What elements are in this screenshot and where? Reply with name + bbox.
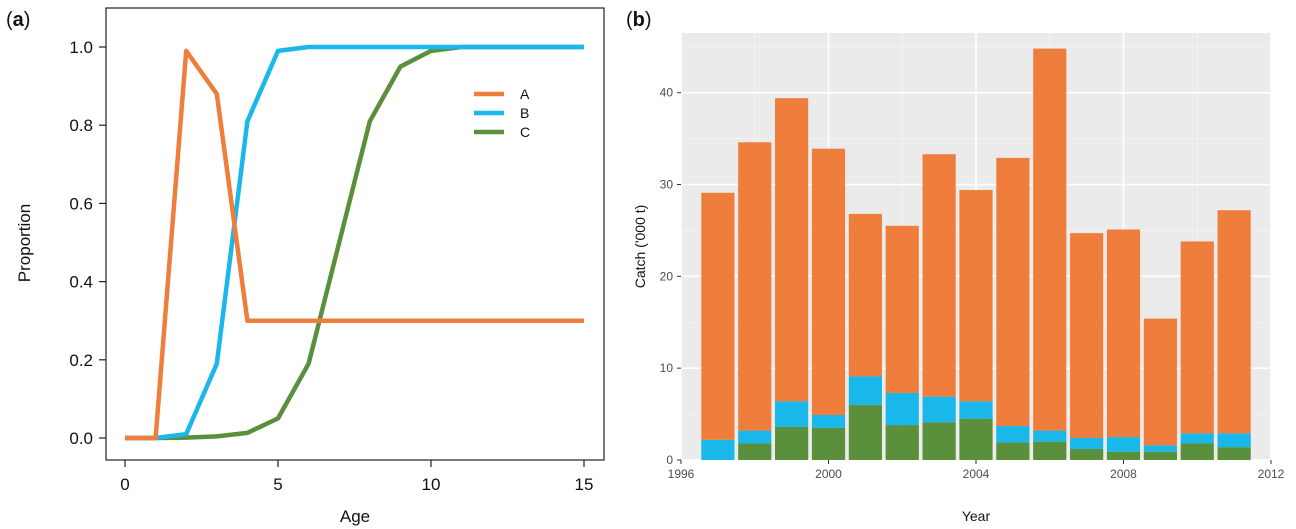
y-tick-label: 10 bbox=[660, 361, 674, 375]
panel-a-letter: (a) bbox=[6, 9, 30, 31]
panel-b-letter-text: b bbox=[633, 9, 645, 31]
chart-b-y-axis-title: Catch ('000 t) bbox=[632, 205, 648, 289]
bar-segment-2000-2 bbox=[811, 148, 846, 416]
x-tick-label: 2004 bbox=[963, 467, 990, 481]
bar-segment-2007-2 bbox=[1070, 233, 1104, 438]
bar-segment-1997-1 bbox=[701, 439, 735, 460]
chart-b-x-axis-title: Year bbox=[962, 508, 991, 524]
bar-segment-2011-0 bbox=[1217, 447, 1251, 460]
bar-segment-2006-0 bbox=[1033, 441, 1067, 460]
bar-segment-2000-1 bbox=[811, 415, 846, 428]
bar-segment-2003-1 bbox=[922, 396, 956, 423]
chart-a: 0.0 0.2 0.4 0.6 0.8 1.0 0 5 10 15 ABC Age Propor… bbox=[15, 7, 605, 526]
y-tick-label: 1.0 bbox=[69, 38, 93, 57]
x-tick-label: 1996 bbox=[668, 467, 695, 481]
bar-segment-2009-2 bbox=[1143, 318, 1177, 446]
bar-segment-1999-1 bbox=[775, 401, 809, 427]
bar-segment-1999-0 bbox=[775, 426, 809, 460]
chart-a-frame bbox=[105, 7, 605, 461]
bar-segment-2002-1 bbox=[885, 392, 919, 426]
bar-segment-2004-0 bbox=[959, 418, 993, 460]
y-tick-label: 20 bbox=[660, 269, 674, 283]
y-tick-label: 30 bbox=[660, 178, 674, 192]
bar-segment-2001-2 bbox=[848, 213, 882, 377]
bar-segment-1999-2 bbox=[775, 98, 809, 402]
y-tick-label: 0 bbox=[666, 453, 673, 467]
x-tick-label: 2000 bbox=[815, 467, 842, 481]
bar-segment-2000-0 bbox=[811, 427, 846, 460]
bar-segment-2005-0 bbox=[996, 442, 1030, 460]
panel-b-letter: (b) bbox=[626, 9, 652, 31]
panel-a-letter-text: a bbox=[13, 9, 25, 31]
chart-a-x-axis: 0 5 10 15 bbox=[120, 460, 593, 494]
bar-segment-2009-0 bbox=[1143, 451, 1177, 460]
bar-segment-2011-2 bbox=[1217, 210, 1251, 434]
chart-b: 0 10 20 30 40 1996 2000 2004 2008 2012 Year Catc… bbox=[632, 33, 1285, 524]
legend-label-B: B bbox=[520, 105, 529, 121]
series-line-A bbox=[125, 48, 584, 441]
bar-segment-1998-0 bbox=[738, 443, 772, 460]
bar-segment-2001-0 bbox=[848, 404, 882, 460]
bar-segment-2010-2 bbox=[1180, 241, 1214, 434]
bar-segment-2006-2 bbox=[1033, 48, 1067, 431]
chart-b-x-axis: 1996 2000 2004 2008 2012 bbox=[668, 460, 1285, 481]
bar-segment-2008-2 bbox=[1106, 229, 1141, 438]
bar-segment-2010-0 bbox=[1180, 443, 1214, 460]
bar-segment-1998-1 bbox=[738, 430, 772, 444]
bar-segment-2007-1 bbox=[1070, 437, 1104, 449]
bar-segment-2004-2 bbox=[959, 190, 993, 402]
chart-b-y-axis: 0 10 20 30 40 bbox=[660, 86, 681, 467]
bar-segment-2010-1 bbox=[1180, 433, 1214, 444]
chart-a-y-axis: 0.0 0.2 0.4 0.6 0.8 1.0 bbox=[69, 38, 106, 448]
bar-segment-2011-1 bbox=[1217, 433, 1251, 448]
bar-segment-2003-2 bbox=[922, 154, 956, 397]
x-tick-label: 2008 bbox=[1110, 467, 1137, 481]
y-tick-label: 0.8 bbox=[69, 116, 93, 135]
bar-segment-2002-0 bbox=[885, 425, 919, 460]
bar-segment-2005-2 bbox=[996, 157, 1030, 427]
x-tick-label: 5 bbox=[273, 475, 282, 494]
x-tick-label: 2012 bbox=[1258, 467, 1285, 481]
bar-segment-2001-1 bbox=[848, 376, 882, 405]
bar-segment-2008-0 bbox=[1106, 451, 1141, 460]
bar-segment-1997-2 bbox=[701, 192, 735, 440]
y-tick-label: 0.2 bbox=[69, 351, 93, 370]
chart-a-legend: ABC bbox=[474, 86, 530, 140]
chart-a-x-axis-title: Age bbox=[340, 507, 370, 526]
bar-segment-2007-0 bbox=[1070, 448, 1104, 460]
chart-a-y-axis-title: Proportion bbox=[15, 204, 34, 282]
chart-b-bars bbox=[701, 48, 1251, 460]
legend-label-C: C bbox=[520, 124, 530, 140]
x-tick-label: 0 bbox=[120, 475, 129, 494]
bar-segment-2003-0 bbox=[922, 422, 956, 460]
y-tick-label: 0.0 bbox=[69, 429, 93, 448]
bar-segment-2008-1 bbox=[1106, 437, 1141, 452]
bar-segment-2005-1 bbox=[996, 426, 1030, 443]
series-line-B bbox=[125, 44, 584, 441]
chart-a-series bbox=[125, 44, 584, 441]
bar-segment-2009-1 bbox=[1143, 445, 1177, 452]
bar-segment-2004-1 bbox=[959, 401, 993, 419]
x-tick-label: 15 bbox=[575, 475, 594, 494]
series-line-C bbox=[125, 44, 584, 441]
bar-segment-2002-2 bbox=[885, 225, 919, 393]
y-tick-label: 0.4 bbox=[69, 273, 93, 292]
legend-label-A: A bbox=[520, 86, 530, 102]
bar-segment-2006-1 bbox=[1033, 430, 1067, 442]
y-tick-label: 40 bbox=[660, 86, 674, 100]
y-tick-label: 0.6 bbox=[69, 194, 93, 213]
x-tick-label: 10 bbox=[422, 475, 441, 494]
bar-segment-1998-2 bbox=[738, 142, 772, 431]
